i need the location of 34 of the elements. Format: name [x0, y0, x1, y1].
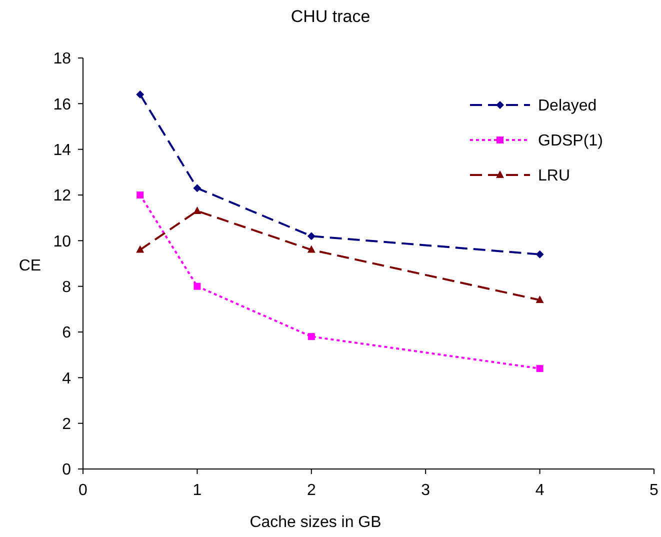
- point: [136, 245, 144, 253]
- y-tick-label: 0: [62, 462, 72, 479]
- x-tick-label: 5: [650, 482, 659, 499]
- y-tick-label: 10: [53, 233, 72, 250]
- x-tick-label: 4: [535, 482, 544, 499]
- point: [136, 90, 144, 99]
- legend-label: LRU: [538, 168, 570, 185]
- point: [536, 365, 544, 372]
- y-tick-label: 8: [62, 278, 72, 296]
- y-tick-label: 16: [53, 96, 72, 114]
- point: [193, 206, 202, 214]
- point: [307, 232, 316, 240]
- y-tick-label: 18: [53, 50, 72, 68]
- point: [536, 296, 544, 304]
- point: [136, 192, 144, 198]
- legend-label: GDSP(1): [538, 132, 603, 150]
- x-axis-title: Cache sizes in GB: [250, 514, 382, 531]
- chart-title: CHU trace: [290, 7, 370, 26]
- y-tick-label: 6: [62, 324, 72, 342]
- x-tick-label: 3: [421, 482, 430, 499]
- point: [536, 250, 544, 258]
- point: [194, 282, 201, 290]
- y-axis-title: CE: [18, 258, 42, 275]
- y-tick-label: 14: [53, 142, 72, 159]
- x-tick-label: 1: [192, 482, 202, 499]
- point: [193, 184, 202, 192]
- point: [307, 245, 316, 253]
- x-tick-label: 2: [306, 482, 316, 499]
- point: [308, 333, 315, 340]
- y-tick-label: 4: [62, 370, 72, 388]
- y-tick-label: 12: [53, 188, 72, 205]
- legend-label: Delayed: [538, 98, 597, 115]
- y-tick-label: 2: [62, 416, 72, 433]
- x-tick-label: 0: [78, 482, 88, 499]
